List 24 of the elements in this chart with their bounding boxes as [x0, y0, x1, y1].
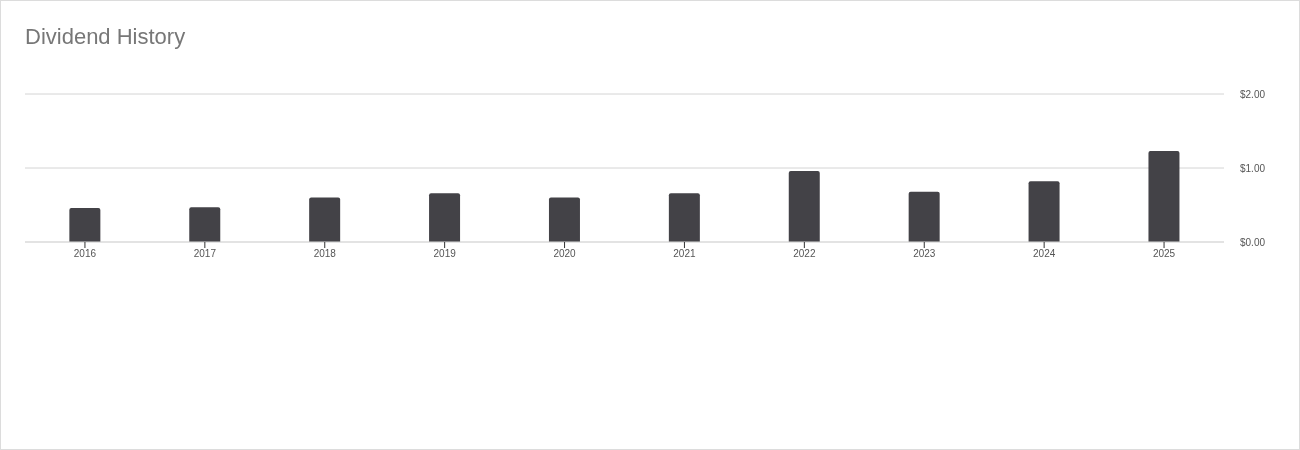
- x-tick-label: 2017: [193, 248, 217, 260]
- bar: [788, 170, 820, 242]
- y-tick-label: $0.00: [1240, 236, 1266, 248]
- x-tick-label: 2019: [433, 248, 457, 260]
- bar: [908, 191, 940, 242]
- bar: [309, 197, 341, 242]
- x-tick-label: 2023: [913, 248, 936, 260]
- x-tick-label: 2020: [553, 248, 577, 260]
- x-tick-label: 2024: [1033, 248, 1056, 260]
- chart-title: Dividend History: [25, 24, 186, 50]
- bar: [1148, 150, 1180, 242]
- bar: [189, 207, 221, 242]
- x-tick-label: 2016: [73, 248, 97, 260]
- bar: [69, 207, 101, 242]
- x-tick-label: 2018: [313, 248, 337, 260]
- x-tick-label: 2025: [1152, 248, 1176, 260]
- x-tick-label: 2021: [673, 248, 697, 260]
- y-tick-label: $1.00: [1240, 162, 1266, 174]
- bar: [429, 193, 461, 242]
- bar: [668, 193, 700, 242]
- bar: [1028, 181, 1060, 242]
- y-tick-label: $2.00: [1240, 88, 1266, 100]
- x-tick-label: 2022: [793, 248, 816, 260]
- bar: [548, 197, 580, 242]
